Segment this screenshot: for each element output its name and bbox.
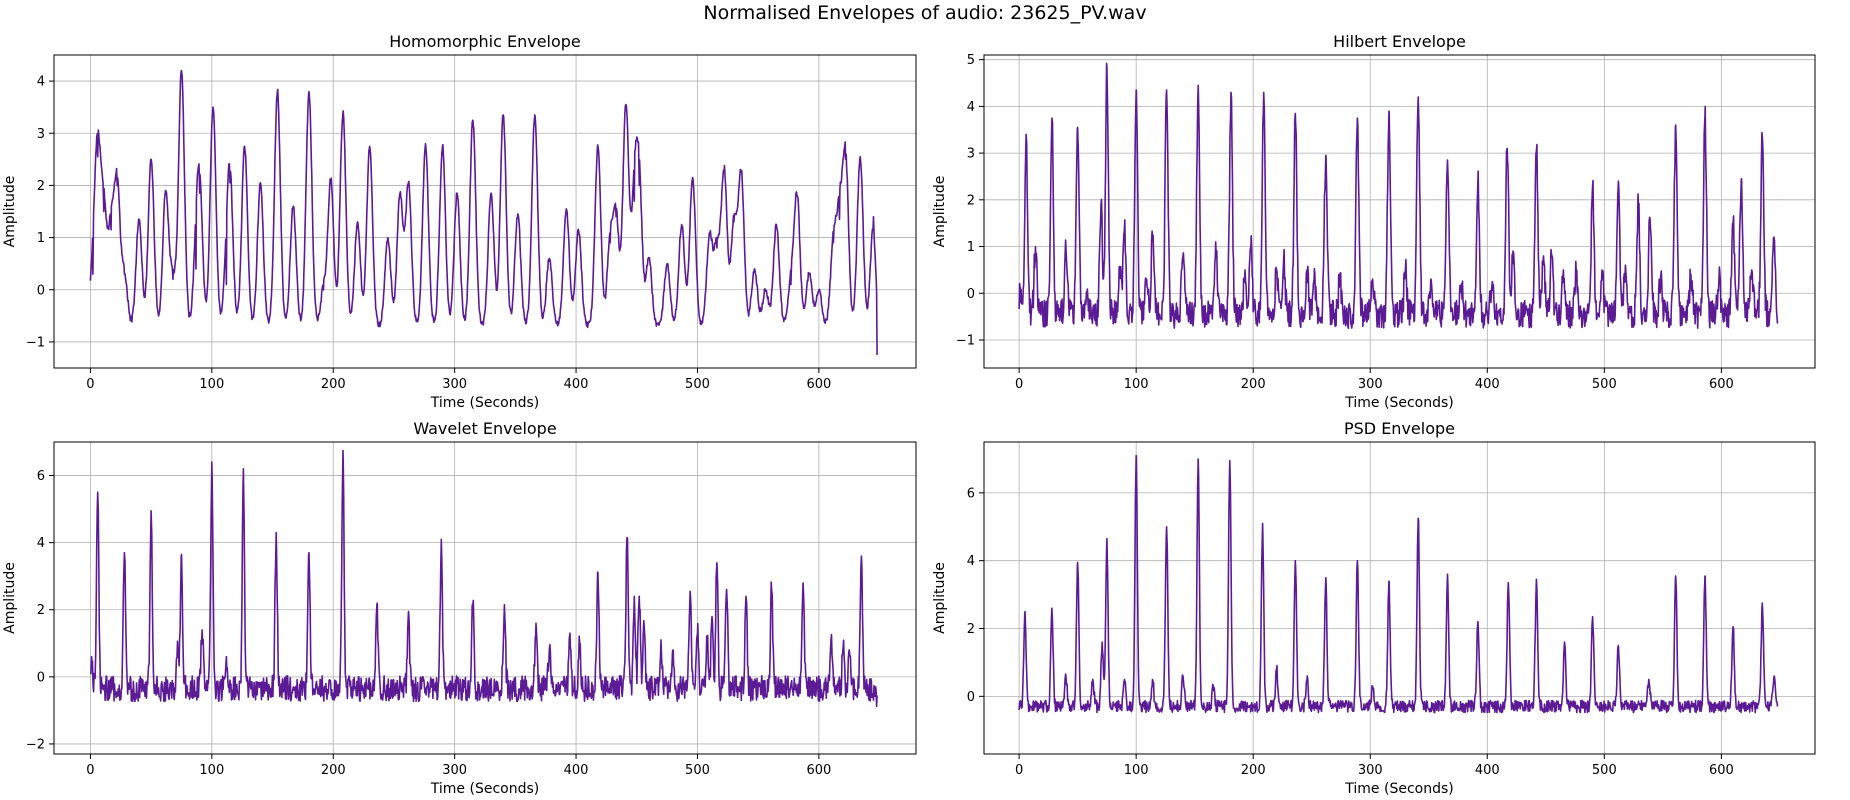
subplot-title: Hilbert Envelope xyxy=(1333,32,1466,51)
y-tick-label: 2 xyxy=(967,193,975,208)
x-tick-label: 100 xyxy=(199,377,224,392)
series-line xyxy=(89,69,878,356)
x-axis-label: Time (Seconds) xyxy=(1344,781,1453,797)
x-tick-label: 100 xyxy=(199,763,224,778)
x-tick-label: 300 xyxy=(442,377,467,392)
x-tick-label: 200 xyxy=(1241,377,1266,392)
y-tick-label: 1 xyxy=(37,231,45,246)
subplot-title: PSD Envelope xyxy=(1344,419,1455,438)
subplot-4: 0 100 200 300 400 500 600 0 2 4 6 PSD Envelope Time … xyxy=(932,419,1816,797)
y-tick-label: 4 xyxy=(967,100,975,115)
x-tick-label: 600 xyxy=(806,763,831,778)
x-tick-label: 500 xyxy=(685,377,710,392)
y-axis-label: Amplitude xyxy=(932,176,948,248)
x-tick-label: 500 xyxy=(1592,377,1617,392)
x-tick-label: 400 xyxy=(564,377,589,392)
y-tick-label: 3 xyxy=(967,147,975,162)
y-tick-label: 2 xyxy=(37,179,45,194)
x-tick-label: 600 xyxy=(1709,763,1734,778)
series-line xyxy=(89,449,878,708)
subplot-title: Homomorphic Envelope xyxy=(389,32,581,51)
subplot-2: 0 100 200 300 400 500 600 −1 0 1 2 3 4 5 Hilbert Envel… xyxy=(932,32,1816,411)
x-tick-label: 400 xyxy=(564,763,589,778)
x-tick-label: 600 xyxy=(1709,377,1734,392)
y-tick-label: −2 xyxy=(26,737,45,752)
y-tick-label: 0 xyxy=(967,690,975,705)
x-tick-label: 300 xyxy=(1358,763,1383,778)
series-line xyxy=(1018,454,1779,714)
x-axis-label: Time (Seconds) xyxy=(430,395,539,411)
y-tick-label: 6 xyxy=(967,486,975,501)
x-tick-label: 300 xyxy=(1358,377,1383,392)
x-tick-label: 0 xyxy=(86,763,94,778)
y-tick-label: 3 xyxy=(37,127,45,142)
x-axis-label: Time (Seconds) xyxy=(1344,395,1453,411)
axes-frame xyxy=(983,441,1816,755)
subplot-1: 0 100 200 300 400 500 600 −1 0 1 2 3 4 Homomorphic En… xyxy=(2,32,917,411)
axes-frame xyxy=(53,441,917,755)
y-tick-label: −1 xyxy=(956,333,975,348)
x-tick-label: 400 xyxy=(1475,763,1500,778)
y-tick-label: 6 xyxy=(37,469,45,484)
subplot-3: 0 100 200 300 400 500 600 −2 0 2 4 6 Wavelet Envelop… xyxy=(2,419,917,797)
series-line xyxy=(1018,62,1779,330)
axes-frame xyxy=(983,54,1816,369)
x-tick-label: 500 xyxy=(685,763,710,778)
y-tick-label: 0 xyxy=(37,670,45,685)
y-tick-label: 0 xyxy=(967,287,975,302)
x-tick-label: 0 xyxy=(1015,377,1023,392)
y-tick-label: 4 xyxy=(37,536,45,551)
x-tick-label: 100 xyxy=(1124,377,1149,392)
x-tick-label: 300 xyxy=(442,763,467,778)
subplot-title: Wavelet Envelope xyxy=(413,419,556,438)
y-tick-label: 5 xyxy=(967,53,975,68)
y-tick-label: 1 xyxy=(967,240,975,255)
figure-suptitle: Normalised Envelopes of audio: 23625_PV.… xyxy=(703,2,1146,24)
x-tick-label: 500 xyxy=(1592,763,1617,778)
x-tick-label: 0 xyxy=(1015,763,1023,778)
y-tick-label: 2 xyxy=(967,622,975,637)
y-tick-label: 4 xyxy=(37,75,45,90)
x-tick-label: 200 xyxy=(321,377,346,392)
x-tick-label: 100 xyxy=(1124,763,1149,778)
y-axis-label: Amplitude xyxy=(2,176,18,248)
y-tick-label: 0 xyxy=(37,283,45,298)
y-axis-label: Amplitude xyxy=(2,562,18,634)
x-axis-label: Time (Seconds) xyxy=(430,781,539,797)
axes-frame xyxy=(53,54,917,369)
x-tick-label: 600 xyxy=(806,377,831,392)
x-tick-label: 400 xyxy=(1475,377,1500,392)
y-tick-label: 4 xyxy=(967,554,975,569)
x-tick-label: 200 xyxy=(1241,763,1266,778)
x-tick-label: 200 xyxy=(321,763,346,778)
y-tick-label: 2 xyxy=(37,603,45,618)
x-tick-label: 0 xyxy=(86,377,94,392)
y-axis-label: Amplitude xyxy=(932,562,948,634)
y-tick-label: −1 xyxy=(26,335,45,350)
